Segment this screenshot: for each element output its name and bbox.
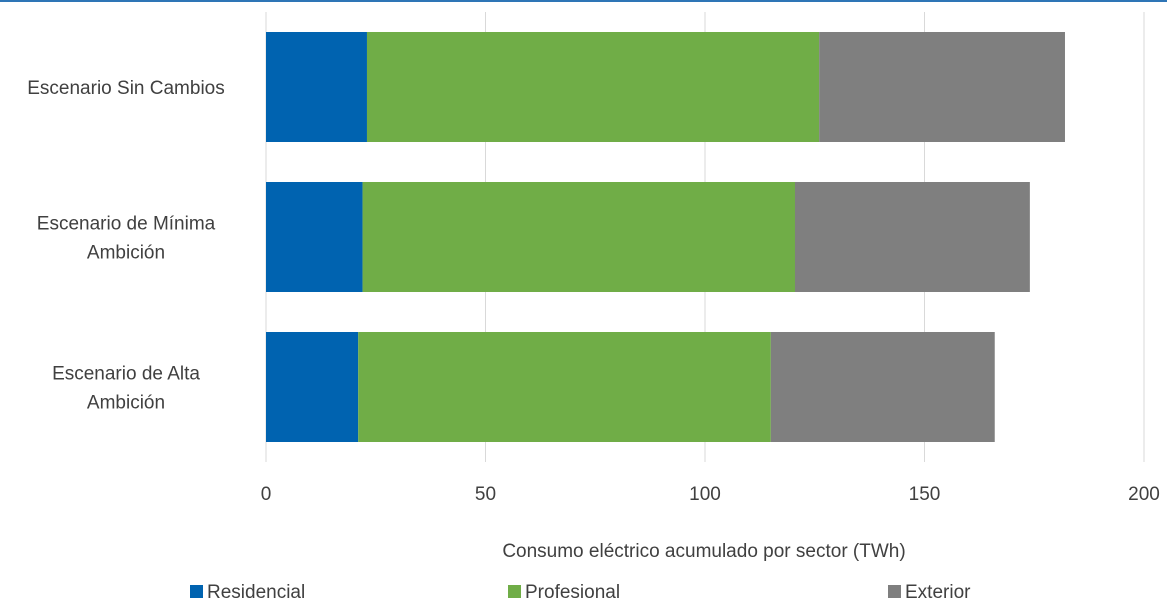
top-border-line	[0, 0, 1167, 2]
x-tick-label: 0	[261, 484, 272, 505]
legend-label-exterior: Exterior	[905, 582, 971, 603]
category-label: Escenario Sin Cambios	[27, 78, 224, 99]
x-tick-labels: 0 50 100 150 200	[261, 484, 1160, 505]
legend-swatch-profesional	[508, 585, 521, 598]
category-labels: Escenario Sin Cambios Escenario de Mínima…	[27, 78, 224, 414]
category-label: Escenario de Mínima	[37, 214, 216, 235]
bar-exterior-2	[770, 332, 995, 442]
bar-profesional-1	[362, 182, 795, 292]
category-label: Ambición	[87, 243, 165, 264]
category-label: Escenario de Alta	[52, 364, 200, 385]
x-tick-label: 150	[909, 484, 941, 505]
bar-residencial-0	[266, 32, 367, 142]
legend-swatch-residencial	[190, 585, 203, 598]
x-tick-label: 200	[1128, 484, 1160, 505]
legend-label-residencial: Residencial	[207, 582, 305, 603]
bar-exterior-0	[819, 32, 1065, 142]
bar-exterior-1	[794, 182, 1030, 292]
bar-profesional-2	[358, 332, 771, 442]
bar-segments	[266, 32, 1065, 442]
category-label: Ambición	[87, 393, 165, 414]
x-axis-title: Consumo eléctrico acumulado por sector (…	[502, 541, 905, 562]
legend-swatch-exterior	[888, 585, 901, 598]
legend-label-profesional: Profesional	[525, 582, 620, 603]
bar-profesional-0	[366, 32, 820, 142]
x-tick-label: 100	[689, 484, 721, 505]
x-tick-label: 50	[475, 484, 496, 505]
bar-residencial-2	[266, 332, 359, 442]
bar-residencial-1	[266, 182, 363, 292]
legend: Residencial Profesional Exterior	[190, 582, 971, 603]
